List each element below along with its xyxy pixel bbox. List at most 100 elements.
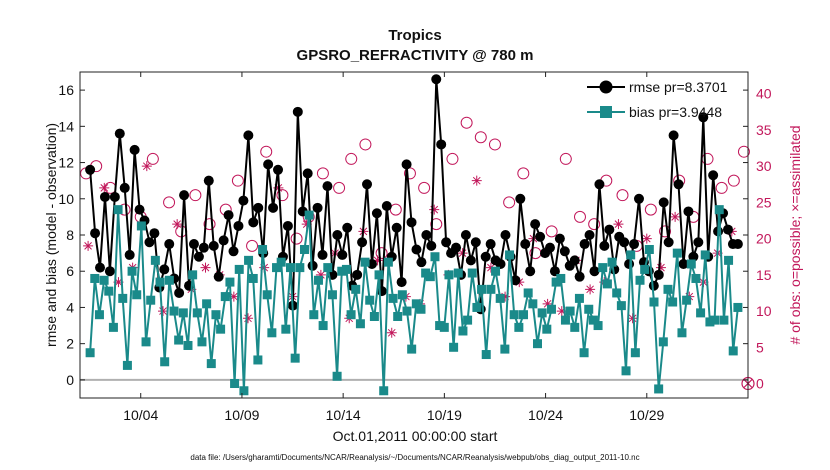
y2-tick-label: 10 xyxy=(756,303,772,319)
bias-point xyxy=(593,321,603,331)
bias-point xyxy=(444,270,454,280)
rmse-point xyxy=(604,224,615,235)
bias-point xyxy=(626,250,636,260)
obs-assimilated-point xyxy=(99,182,110,193)
rmse-point xyxy=(441,237,452,248)
obs-possible-point xyxy=(430,218,443,231)
obs-assimilated-point xyxy=(141,161,152,172)
rmse-point xyxy=(95,262,106,273)
bias-point xyxy=(160,357,170,367)
bias-point xyxy=(672,248,682,258)
bias-point xyxy=(239,386,249,396)
rmse-point xyxy=(263,159,274,170)
rmse-point xyxy=(431,74,442,85)
bias-point xyxy=(579,348,589,358)
bias-point xyxy=(216,324,226,334)
bias-point xyxy=(323,263,333,273)
bias-point xyxy=(630,348,640,358)
obs-possible-point xyxy=(588,218,601,231)
rmse-point xyxy=(426,240,437,251)
obs-possible-point xyxy=(316,167,329,180)
rmse-point xyxy=(129,144,140,155)
bias-point xyxy=(486,284,496,294)
bias-point xyxy=(94,310,104,320)
obs-assimilated-point xyxy=(585,284,596,295)
bias-point xyxy=(365,295,375,305)
bias-point xyxy=(113,205,123,215)
rmse-point xyxy=(198,242,209,253)
rmse-point xyxy=(238,195,249,206)
bias-point xyxy=(313,275,323,285)
bias-point xyxy=(90,273,100,283)
rmse-point xyxy=(332,230,343,240)
bias-point xyxy=(206,359,216,369)
rmse-point xyxy=(480,251,491,262)
legend: rmse pr=8.3701 bias pr=3.9448 xyxy=(587,79,728,120)
obs-possible-point xyxy=(545,225,558,238)
bias-point xyxy=(150,255,160,265)
obs-assimilated-point xyxy=(556,306,567,317)
bias-point xyxy=(574,293,584,303)
rmse-point xyxy=(109,191,120,202)
x-tick-label: 10/09 xyxy=(224,407,259,423)
bias-point xyxy=(556,273,566,283)
obs-assimilated-point xyxy=(641,233,652,244)
obs-assimilated-point xyxy=(670,211,681,222)
bias-point xyxy=(584,304,594,314)
rmse-point xyxy=(673,179,684,190)
rmse-point xyxy=(282,220,293,231)
bias-point xyxy=(332,371,342,381)
rmse-point xyxy=(302,168,313,179)
obs-possible-point xyxy=(345,152,358,165)
legend-rmse-label: rmse pr=8.3701 xyxy=(629,79,728,95)
bias-point xyxy=(402,306,412,316)
rmse-point xyxy=(85,164,96,175)
bias-point xyxy=(262,290,272,300)
rmse-point xyxy=(584,230,595,240)
rmse-point xyxy=(213,271,224,282)
bias-point xyxy=(682,295,692,305)
bias-point xyxy=(407,344,417,354)
bias-point xyxy=(248,273,258,283)
rmse-point xyxy=(411,244,422,255)
rmse-point xyxy=(436,139,447,150)
bias-point xyxy=(719,315,729,325)
y-tick-label: 8 xyxy=(66,227,74,243)
obs-assimilated-point xyxy=(228,291,239,302)
bias-point xyxy=(355,319,365,329)
y-tick-label: 6 xyxy=(66,263,74,279)
rmse-point xyxy=(574,271,585,282)
bias-point xyxy=(724,255,734,265)
x-tick-label: 10/29 xyxy=(629,407,664,423)
bias-point xyxy=(309,310,319,320)
rmse-point xyxy=(722,224,733,235)
bias-point xyxy=(188,270,198,280)
rmse-point xyxy=(470,237,481,248)
rmse-point xyxy=(149,228,160,239)
bias-point xyxy=(281,324,291,334)
rmse-point xyxy=(515,193,526,204)
rmse-point xyxy=(99,191,110,202)
obs-possible-point xyxy=(231,174,244,187)
bias-point xyxy=(649,297,659,307)
obs-possible-point xyxy=(727,174,740,187)
bias-point xyxy=(178,308,188,318)
y-axis-label: rmse and bias (model - observation) xyxy=(43,123,59,347)
bias-point xyxy=(495,293,505,303)
rmse-point xyxy=(633,193,644,204)
bias-point xyxy=(136,221,146,231)
y-tick-label: 12 xyxy=(58,155,74,171)
obs-assimilated-point xyxy=(627,313,638,324)
rmse-point xyxy=(554,233,565,244)
bias-point xyxy=(388,293,398,303)
bias-point xyxy=(132,290,142,300)
obs-assimilated-point xyxy=(301,219,312,230)
bias-point xyxy=(416,304,426,314)
bias-point xyxy=(439,322,449,332)
rmse-point xyxy=(391,222,402,233)
obs-possible-point xyxy=(559,152,572,165)
rmse-point xyxy=(658,197,669,208)
y2-tick-label: 5 xyxy=(756,339,764,355)
bias-point xyxy=(379,386,389,396)
rmse-point xyxy=(569,255,580,266)
